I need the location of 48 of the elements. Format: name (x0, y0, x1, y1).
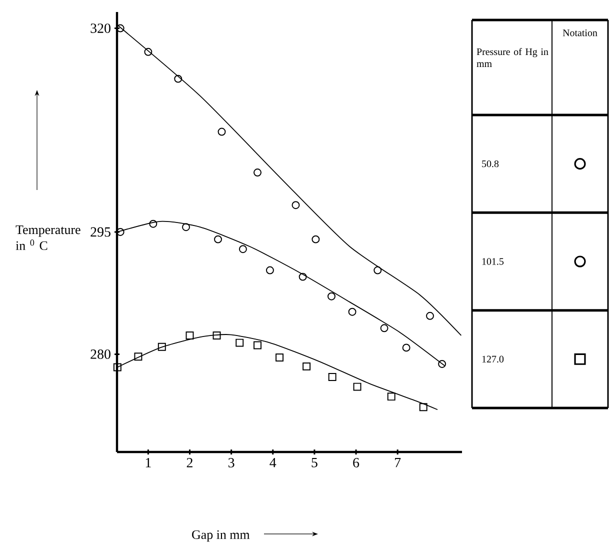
point (328, 292, 336, 300)
point (298, 272, 307, 281)
point (380, 324, 388, 332)
y-tick-label: 320 (90, 24, 110, 33)
point (113, 363, 122, 372)
point (149, 220, 158, 228)
legend-title: Pressure of Hg in mm (476, 48, 548, 67)
point (266, 266, 274, 274)
point (134, 352, 142, 361)
point (426, 312, 434, 320)
x-tick-label: 2 (186, 458, 192, 468)
point (276, 353, 284, 362)
x-tick-label: 4 (270, 458, 276, 468)
point (214, 235, 222, 244)
x-tick-label: 1 (146, 458, 151, 468)
point (254, 168, 262, 176)
point (348, 308, 356, 316)
point (144, 48, 152, 56)
x-tick-label: 7 (395, 458, 401, 468)
point (186, 331, 194, 340)
point (292, 201, 300, 210)
point (174, 74, 182, 83)
point (212, 331, 221, 340)
text: 127.0 (482, 356, 504, 363)
point (387, 392, 396, 401)
x-tick-label: 5 (312, 458, 318, 468)
point (419, 403, 428, 412)
x-axis-title: Gap in mm (192, 530, 250, 542)
point (158, 342, 166, 351)
text: Notation (562, 30, 598, 36)
point (353, 382, 362, 391)
point (328, 373, 336, 382)
text: 101.5 (482, 258, 504, 265)
point (182, 223, 190, 232)
y-axis-title: Temperature in $^{0}$ C (16, 226, 80, 250)
point (236, 338, 244, 347)
point (374, 266, 382, 274)
text: 50.8 (482, 160, 499, 168)
point (402, 344, 410, 352)
x-tick-label: 3 (228, 458, 234, 468)
point (302, 362, 311, 370)
point (218, 128, 226, 136)
y-tick-label: 295 (90, 227, 110, 237)
y-tick-label: 280 (90, 349, 110, 359)
point (254, 341, 262, 350)
x-tick-label: 6 (353, 458, 360, 468)
point (238, 245, 247, 254)
point (312, 235, 320, 244)
